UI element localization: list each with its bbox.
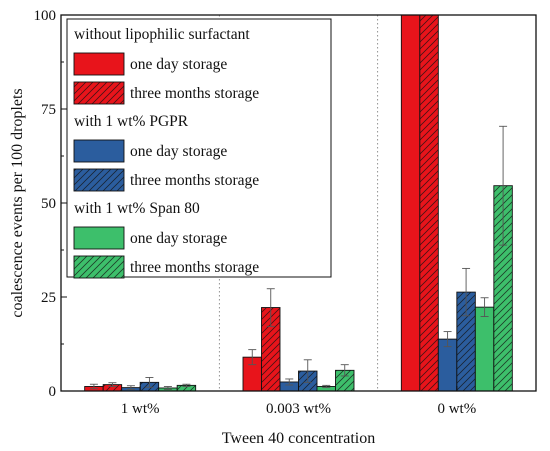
legend-entry-label: three months storage — [130, 85, 259, 102]
x-axis-label: Tween 40 concentration — [222, 430, 375, 447]
x-axis-ticks: 1 wt% 0.003 wt% 0 wt% — [121, 386, 476, 417]
legend-group-title: without lipophilic surfactant — [74, 26, 250, 43]
error-bar-1 wt%-without lipophilic surfactant-one day storage — [89, 383, 98, 390]
y-tick-label: 25 — [41, 290, 56, 306]
legend-swatch — [73, 168, 125, 192]
legend-entry-label: one day storage — [130, 230, 227, 247]
error-bar-0.003 wt%-with 1 wt% Span 80-one day storage — [322, 384, 331, 389]
error-bar-1 wt%-with 1 wt% Span 80-three months storage — [182, 383, 191, 387]
error-bar-0.003 wt%-with 1 wt% PGPR-three months storage — [303, 359, 312, 383]
y-axis-label: coalescence events per 100 droplets — [9, 88, 26, 317]
legend-entry-label: three months storage — [130, 172, 259, 189]
bar-0 wt%-without lipophilic surfactant-one day storage — [400, 14, 421, 392]
legend-swatch — [73, 255, 125, 279]
error-bar-0 wt%-with 1 wt% PGPR-one day storage — [443, 331, 452, 348]
error-bar-1 wt%-with 1 wt% PGPR-three months storage — [145, 377, 154, 388]
legend-entry-label: three months storage — [130, 259, 259, 276]
error-bar-0.003 wt%-without lipophilic surfactant-three months storage — [266, 288, 275, 327]
error-bar-0.003 wt%-with 1 wt% PGPR-one day storage — [285, 378, 294, 386]
error-bar-1 wt%-with 1 wt% Span 80-one day storage — [163, 386, 172, 390]
error-bar-0.003 wt%-without lipophilic surfactant-one day storage — [248, 349, 257, 366]
legend-swatch — [73, 81, 125, 105]
y-axis-ticks: 0 25 50 75 100 — [34, 8, 67, 400]
legend: without lipophilic surfactant one day sto… — [66, 18, 332, 279]
y-tick-label: 0 — [49, 384, 57, 400]
legend-group-title: with 1 wt% PGPR — [74, 113, 189, 130]
y-tick-label: 50 — [41, 196, 56, 212]
error-bar-0.003 wt%-with 1 wt% Span 80-three months storage — [340, 364, 349, 377]
x-tick-label: 0.003 wt% — [266, 401, 331, 417]
legend-swatch — [73, 52, 125, 76]
y-tick-label: 100 — [34, 8, 57, 24]
legend-swatch — [73, 226, 125, 250]
error-bar-0 wt%-with 1 wt% Span 80-one day storage — [480, 297, 489, 318]
error-bar-1 wt%-without lipophilic surfactant-three months storage — [108, 382, 117, 387]
error-bar-0 wt%-with 1 wt% Span 80-three months storage — [499, 125, 508, 246]
legend-entry-label: one day storage — [130, 143, 227, 160]
bar-0 wt%-without lipophilic surfactant-three months storage — [419, 14, 439, 392]
legend-swatch — [73, 139, 125, 163]
error-bars-layer — [89, 125, 508, 390]
error-bar-0 wt%-with 1 wt% PGPR-three months storage — [462, 267, 471, 317]
error-bar-1 wt%-with 1 wt% PGPR-one day storage — [126, 385, 135, 390]
x-tick-label: 1 wt% — [121, 401, 160, 417]
y-tick-label: 75 — [41, 102, 56, 118]
legend-group-title: with 1 wt% Span 80 — [74, 200, 200, 217]
bar-0 wt%-with 1 wt% Span 80-one day storage — [474, 306, 495, 392]
x-tick-label: 0 wt% — [437, 401, 476, 417]
legend-entry-label: one day storage — [130, 56, 227, 73]
